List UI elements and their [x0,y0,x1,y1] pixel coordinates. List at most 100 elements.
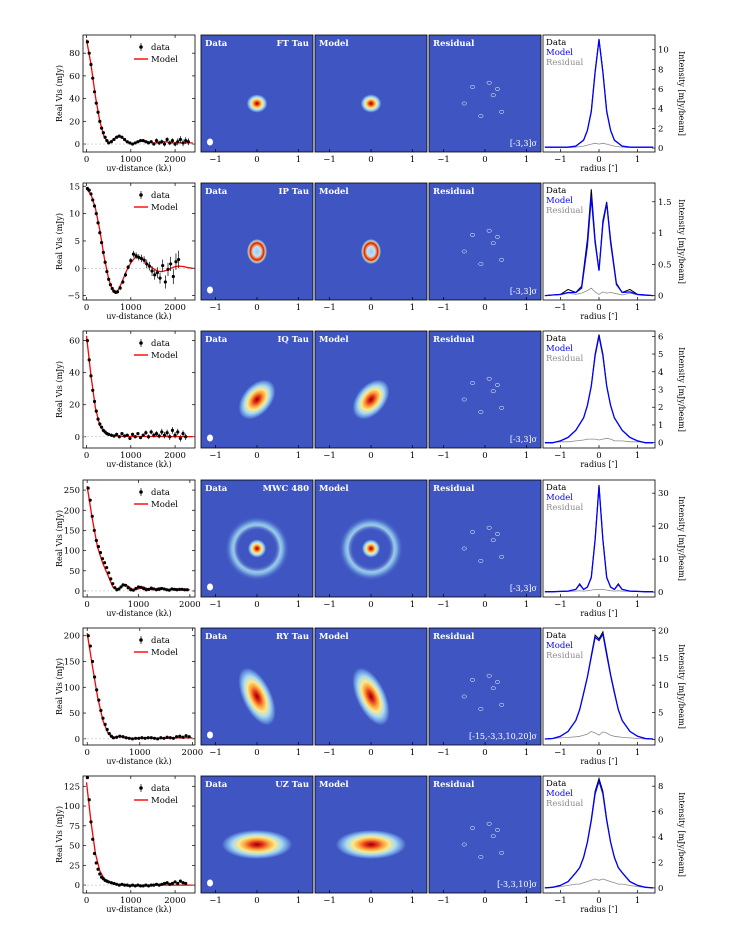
vis-y-tick-label: 100 [64,547,80,557]
vis-data-point [169,256,173,272]
model-map: Model −1 0 1 [314,479,428,610]
vis-data-marker [178,879,182,883]
vis-data-point [137,254,141,261]
vis-data-marker [130,142,135,146]
vis-data-point [152,142,156,146]
map-x-tick-label: 1 [296,896,301,906]
vis-data-point [108,283,113,287]
vis-data-point [94,861,98,865]
contour-loop [486,80,492,85]
vis-data-point [107,432,111,436]
profile-x-tick-label: −1 [554,600,567,610]
vis-data-point [162,141,167,147]
map-x-tick-label: 0 [482,748,487,758]
profile-model-line [544,196,654,297]
profile-model-line [544,336,654,444]
vis-data-marker [90,659,95,664]
vis-data-point [136,431,140,436]
profile-y-label: Intensity [mJy/beam] [677,51,686,136]
vis-y-label: Real Vis (mJy) [55,510,64,567]
vis-data-point [98,119,102,123]
vis-data-point [162,587,166,591]
vis-data-point [155,267,159,279]
vis-data-marker [145,262,149,266]
vis-data-point [181,430,185,437]
legend-data-label: data [151,488,170,498]
map-label: Residual [433,780,475,790]
contour-loop [470,678,476,682]
vis-y-tick-label: 250 [64,486,80,496]
vis-y-tick-label: 40 [69,95,80,105]
source-name: FT Tau [276,39,309,49]
legend-data-marker [139,638,143,642]
vis-data-point [178,435,182,442]
vis-data-marker [120,135,124,139]
profile-x-tick-label: 1 [635,896,640,906]
vis-data-marker [165,588,169,592]
vis-data-point [90,514,94,518]
vis-y-tick-label: 0 [75,264,80,274]
vis-data-point [139,254,144,263]
contour-loop [490,686,496,691]
vis-data-marker [147,587,151,591]
vis-data-point [172,587,177,591]
map-x-tick-label: 1 [410,451,415,461]
map-x-tick-label: 1 [524,451,529,461]
map-frame [428,479,542,598]
profile-model-line [544,486,654,593]
vis-data-point [138,139,143,143]
contour-loop [470,381,476,385]
profile-x-tick-label: 0 [596,155,601,165]
source-name: MWC 480 [263,484,310,494]
vis-data-point [130,737,135,741]
vis-data-point [130,883,135,887]
vis-data-point [173,141,177,147]
profile-axes-frame [542,182,656,301]
profile-axes-frame [542,627,656,746]
map-label: Data [205,632,228,642]
legend-data-label: data [151,191,170,201]
vis-y-tick-label: 25 [69,861,80,871]
vis-data-point [141,884,145,888]
contour-loop [470,85,476,89]
vis-data-point [128,884,132,888]
vis-data-marker [92,851,97,856]
map-x-tick-label: −1 [437,600,450,610]
vis-data-point [153,269,157,280]
vis-data-marker [98,119,102,123]
map-x-tick-label: 1 [410,600,415,610]
map-x-tick-label: −1 [323,303,336,313]
profile-y-tick-label: 6 [658,808,663,818]
vis-data-marker [126,265,130,269]
map-label: Residual [433,632,475,642]
vis-data-marker [139,585,143,589]
map-x-tick-label: −1 [323,451,336,461]
vis-x-tick-label: 2000 [164,155,186,165]
vis-data-point [162,431,167,439]
vis-data-point [144,883,148,887]
vis-data-marker [170,139,175,143]
profile-x-label: radius [″] [580,905,617,914]
profile-y-tick-label: 1 [658,421,663,431]
vis-data-point [168,433,172,440]
vis-x-label: uv-distance (kλ) [106,312,171,321]
vis-data-marker [178,137,182,142]
source-name: IQ Tau [277,335,309,345]
contour-levels: [-15,-3,3,10,20]σ [469,732,538,741]
profile-axes-frame [542,479,656,598]
vis-data-point [184,137,188,145]
vis-data-point [123,272,128,278]
vis-x-tick-label: 0 [84,451,89,461]
vis-data-marker [115,432,119,436]
vis-data-marker [168,435,172,439]
vis-y-tick-label: 200 [64,506,80,516]
profile-y-tick-label: 3 [658,386,663,396]
profile-x-tick-label: 1 [635,155,640,165]
profile-x-tick-label: −1 [554,896,567,906]
profile-y-tick-label: 2 [658,858,663,868]
profile-y-tick-label: 8 [658,65,663,75]
vis-x-label: uv-distance (kλ) [106,460,171,469]
profile-y-tick-label: 0 [658,292,663,302]
profile-legend-data: Data [546,779,566,789]
